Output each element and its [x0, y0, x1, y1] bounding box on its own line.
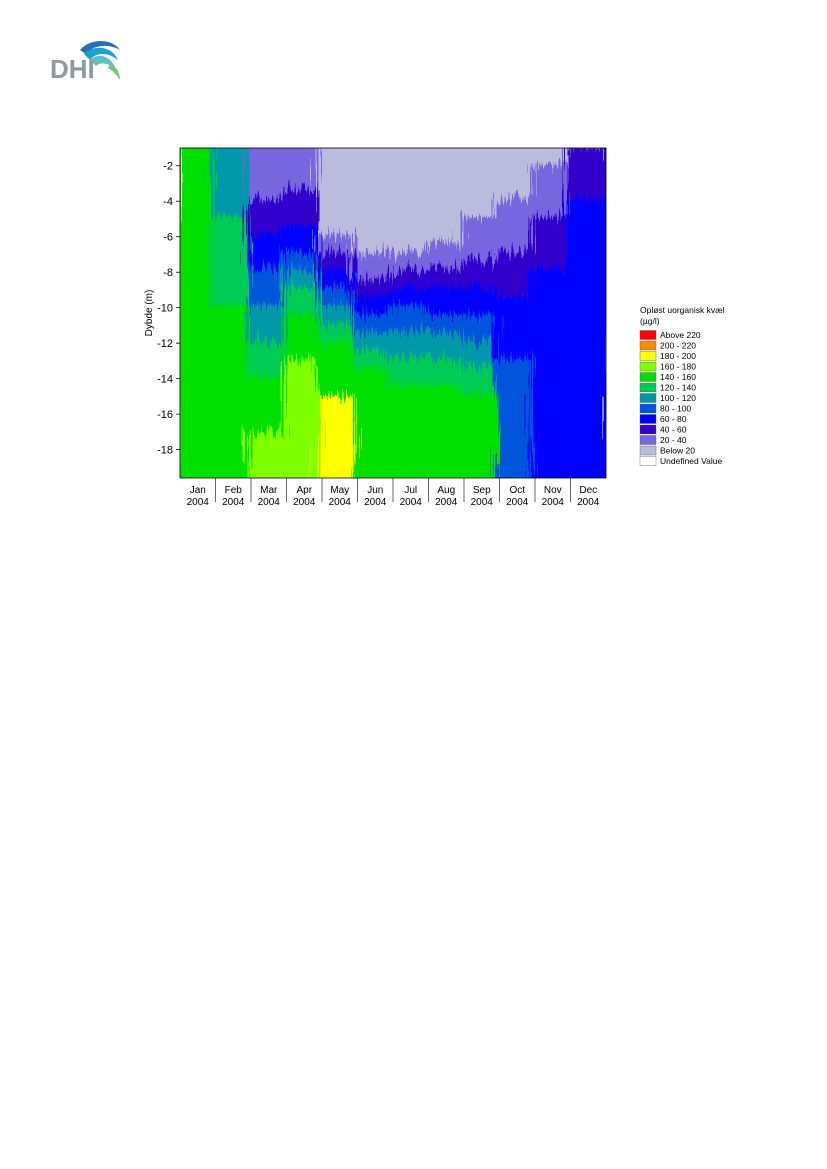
legend-label: 120 - 140	[660, 383, 696, 393]
x-tick-label-month: Oct	[509, 485, 525, 496]
legend-label: 200 - 220	[660, 341, 696, 351]
y-tick-label: -18	[157, 445, 173, 457]
x-tick-label-year: 2004	[258, 497, 281, 508]
x-tick-label-month: Sep	[473, 485, 491, 496]
legend-swatch	[639, 382, 657, 393]
cell-band	[176, 140, 220, 148]
y-axis: -2 -4 -6 -8 -10 -12 -14 -16 -18	[157, 161, 180, 457]
x-axis: Jan2004Feb2004Mar2004Apr2004May2004Jun20…	[187, 478, 600, 508]
x-tick-label-year: 2004	[364, 497, 387, 508]
month-column-oct	[495, 148, 539, 478]
legend-label: 160 - 180	[660, 362, 696, 372]
legend-label: Undefined Value	[660, 456, 722, 466]
legend-swatch	[639, 435, 657, 445]
legend-swatch	[639, 372, 657, 382]
legend-label: 180 - 200	[660, 351, 696, 361]
y-tick-label: -4	[163, 196, 173, 208]
x-tick-label-year: 2004	[400, 497, 423, 508]
x-tick-label-year: 2004	[435, 497, 458, 508]
heatmap-cells	[176, 140, 606, 478]
legend-label: 80 - 100	[660, 404, 691, 414]
legend-label: Above 220	[660, 330, 701, 340]
x-tick-label-year: 2004	[471, 497, 494, 508]
y-tick-label: -16	[157, 409, 173, 421]
legend-swatch	[639, 414, 657, 424]
legend-swatch	[639, 351, 657, 361]
legend-label: 20 - 40	[660, 435, 687, 445]
legend-swatch	[639, 456, 657, 466]
legend-label: 140 - 160	[660, 372, 696, 382]
y-tick-label: -10	[157, 303, 173, 315]
y-tick-label: -14	[157, 374, 173, 386]
legend-label: 40 - 60	[660, 425, 687, 435]
x-tick-label-year: 2004	[506, 497, 529, 508]
legend-swatch	[639, 330, 657, 340]
legend-title: Opløst uorganisk kvæl	[640, 305, 725, 315]
x-tick-label-year: 2004	[329, 497, 352, 508]
x-tick-label-month: Jul	[404, 485, 417, 496]
x-tick-label-month: Jan	[190, 485, 206, 496]
legend-swatch	[639, 403, 657, 414]
y-tick-label: -2	[163, 161, 173, 173]
x-tick-label-month: Apr	[296, 485, 312, 496]
x-tick-label-year: 2004	[293, 497, 316, 508]
depth-time-heatmap: -2-4-6-8-10-12-14-16-18 Jan2004Feb2004Ma…	[144, 140, 725, 508]
heatmap-streak-layer	[176, 140, 606, 478]
x-tick-label-year: 2004	[577, 497, 600, 508]
y-tick-label: -12	[157, 338, 173, 350]
legend-title: (µg/l)	[640, 316, 660, 326]
y-tick-label: -8	[163, 267, 173, 279]
cell-band	[247, 140, 291, 148]
x-tick-label-month: Aug	[437, 485, 455, 496]
x-tick-label-month: Feb	[225, 485, 243, 496]
x-tick-label-month: May	[330, 485, 349, 496]
x-tick-label-month: Nov	[544, 485, 562, 496]
y-tick-label: -6	[163, 232, 173, 244]
cell-band	[212, 140, 256, 148]
legend-swatch	[639, 393, 657, 403]
x-tick-label-month: Dec	[579, 485, 597, 496]
x-tick-label-year: 2004	[542, 497, 565, 508]
legend-swatch	[639, 340, 657, 351]
dhi-logo-mark: DHI	[50, 41, 120, 84]
x-tick-label-year: 2004	[187, 497, 210, 508]
month-column-dec	[566, 148, 606, 478]
dhi-logo-text: DHI	[50, 54, 95, 82]
x-tick-label-month: Mar	[260, 485, 278, 496]
legend: Opløst uorganisk kvæl(µg/l)Above 220200 …	[639, 305, 725, 466]
x-tick-label-month: Jun	[367, 485, 383, 496]
x-tick-label-year: 2004	[222, 497, 245, 508]
legend-swatch	[639, 424, 657, 435]
legend-label: Below 20	[660, 446, 695, 456]
legend-swatch	[639, 445, 657, 456]
cell-band	[566, 198, 606, 478]
legend-swatch	[639, 361, 657, 372]
legend-label: 100 - 120	[660, 393, 696, 403]
y-axis-label: Dybde (m)	[144, 290, 155, 337]
cell-band	[283, 140, 327, 148]
dhi-logo: DHI	[50, 36, 130, 84]
legend-label: 60 - 80	[660, 414, 687, 424]
